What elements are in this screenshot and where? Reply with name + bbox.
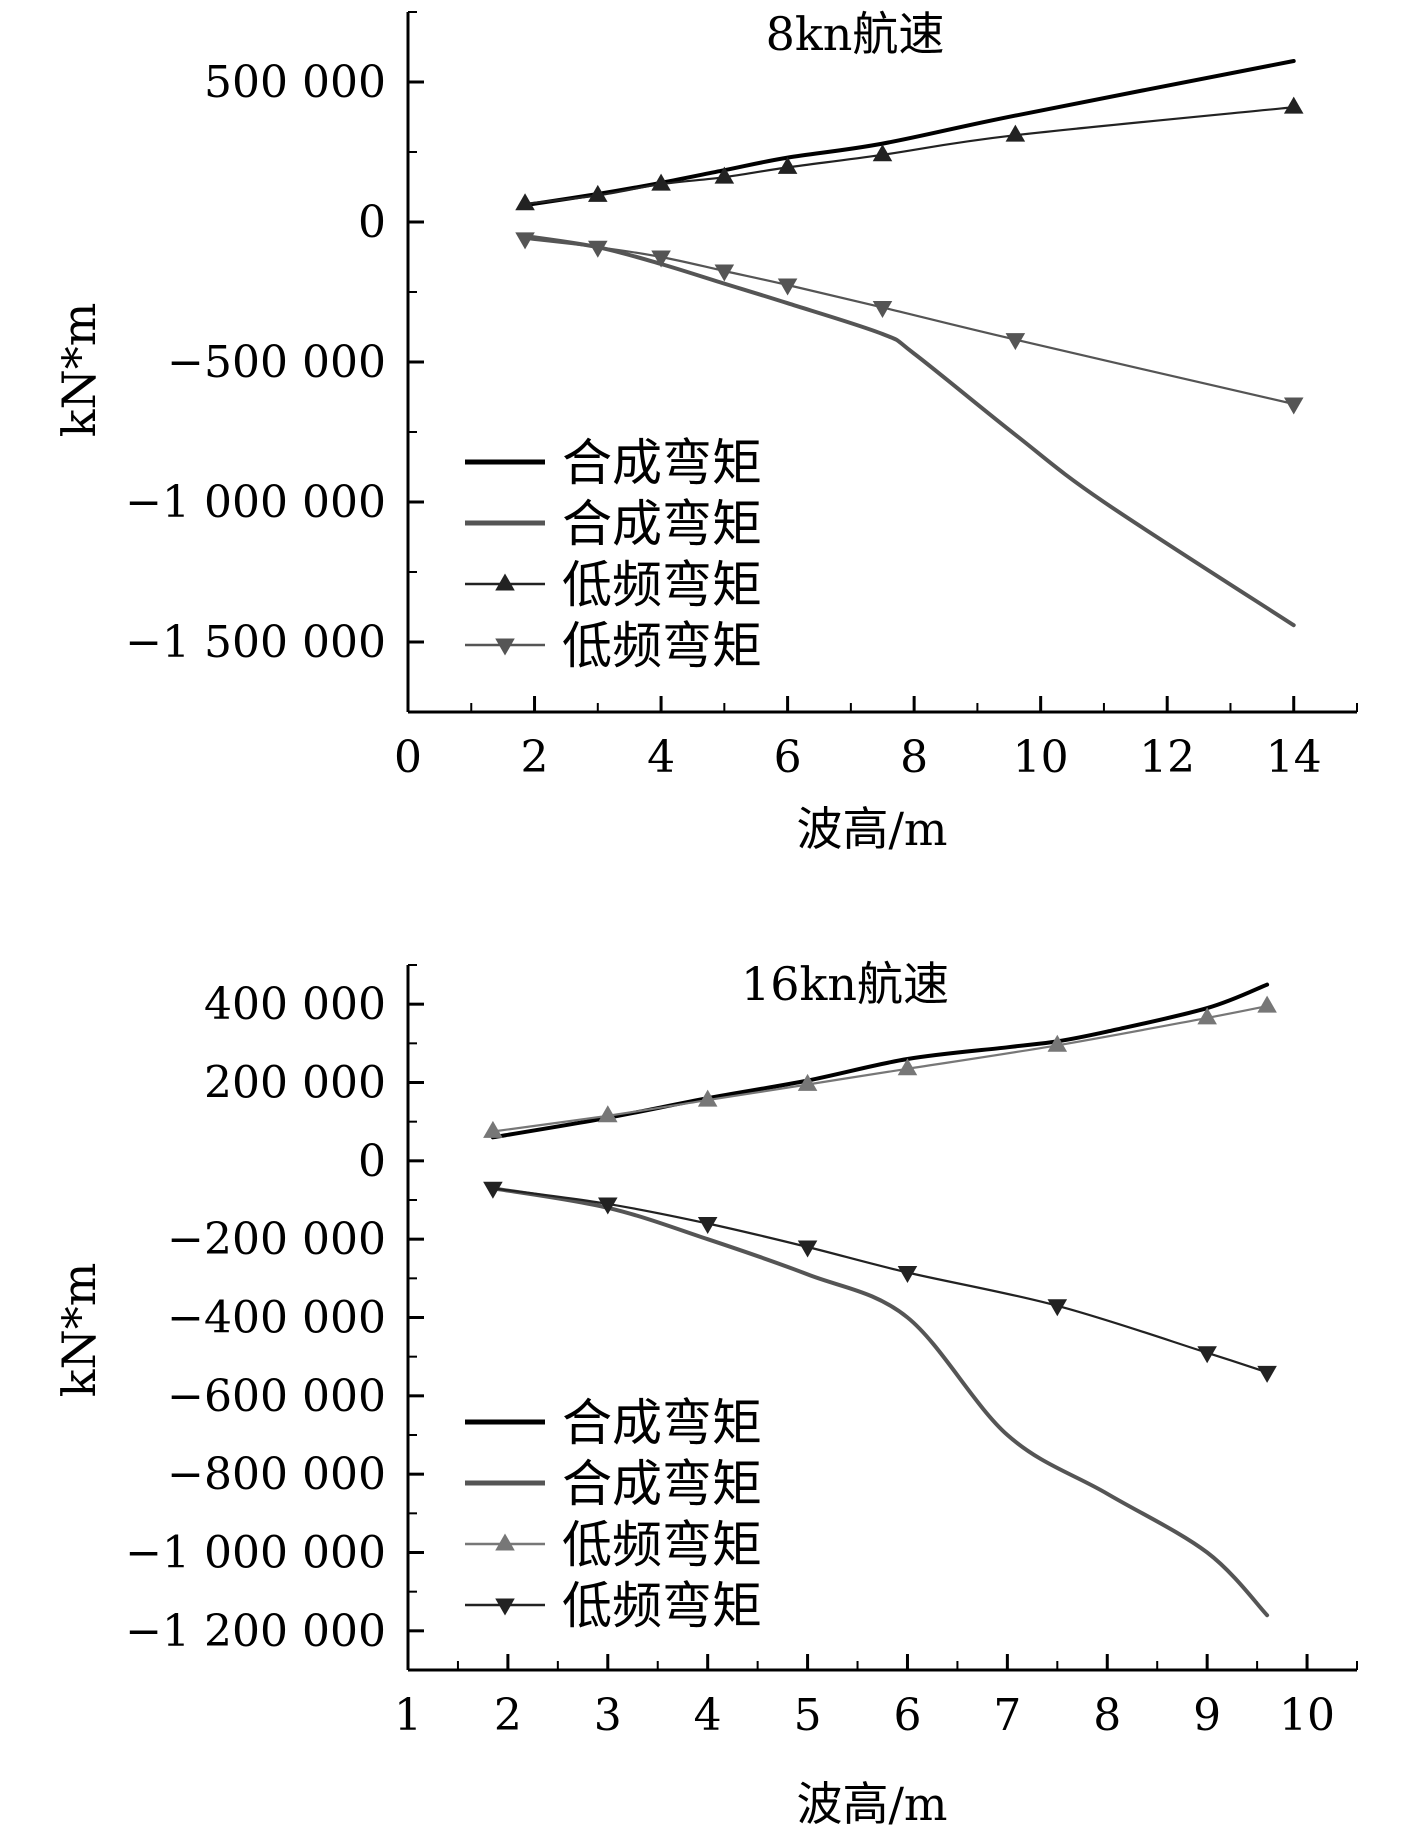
legend-label: 低频弯矩 bbox=[562, 556, 762, 614]
data-point bbox=[1047, 1299, 1068, 1317]
data-point bbox=[714, 166, 735, 184]
data-point bbox=[872, 300, 893, 318]
legend-marker bbox=[495, 1598, 515, 1616]
data-point bbox=[797, 1240, 818, 1258]
x-tick-label: 10 bbox=[1013, 732, 1069, 783]
chart-8kn: 8kn航速 波高/m kN*m 500 000 0 −500 000 −1 000 0… bbox=[52, 7, 1358, 856]
y-tick-label: 200 000 bbox=[204, 1058, 386, 1109]
y-axis-title: kN*m bbox=[52, 1263, 106, 1398]
y-tick-label: 0 bbox=[358, 1136, 386, 1187]
x-axis-title: 波高/m bbox=[796, 1777, 947, 1831]
data-point bbox=[897, 1265, 918, 1283]
x-tick-label: 0 bbox=[394, 732, 422, 783]
y-tick-label: −1 000 000 bbox=[125, 1528, 386, 1579]
data-point bbox=[872, 144, 893, 162]
x-tick-label: 6 bbox=[774, 732, 802, 783]
series-line-3 bbox=[523, 106, 1295, 205]
data-point bbox=[588, 240, 608, 258]
data-point bbox=[1005, 124, 1026, 142]
chart-title: 16kn航速 bbox=[741, 957, 949, 1011]
data-point bbox=[1257, 995, 1277, 1013]
data-point bbox=[651, 250, 671, 268]
y-axis-title: kN*m bbox=[52, 303, 106, 438]
data-point bbox=[1257, 1365, 1277, 1383]
legend-marker bbox=[495, 638, 515, 656]
x-tick-label: 2 bbox=[494, 1690, 522, 1741]
x-tick-label: 7 bbox=[993, 1690, 1021, 1741]
y-tick-label: −800 000 bbox=[167, 1449, 386, 1500]
data-point bbox=[1283, 96, 1304, 114]
x-tick-label: 1 bbox=[394, 1690, 422, 1741]
data-point bbox=[697, 1089, 718, 1107]
data-point bbox=[777, 278, 798, 296]
data-point bbox=[1005, 333, 1026, 351]
x-tick-label: 8 bbox=[900, 732, 928, 783]
x-tick-label: 4 bbox=[647, 732, 675, 783]
data-point bbox=[598, 1105, 618, 1123]
y-tick-label: −200 000 bbox=[167, 1214, 386, 1265]
x-tick-label: 5 bbox=[794, 1690, 822, 1741]
data-point bbox=[651, 173, 671, 191]
data-point bbox=[483, 1181, 503, 1199]
x-tick-label: 2 bbox=[521, 732, 549, 783]
y-tick-label: −1 500 000 bbox=[125, 617, 386, 668]
y-tick-label: −600 000 bbox=[167, 1371, 386, 1422]
x-tick-label: 4 bbox=[694, 1690, 722, 1741]
x-tick-label: 3 bbox=[594, 1690, 622, 1741]
legend-label: 合成弯矩 bbox=[562, 1394, 762, 1452]
y-tick-label: −500 000 bbox=[167, 337, 386, 388]
chart-title: 8kn航速 bbox=[766, 7, 945, 61]
y-tick-label: −1 000 000 bbox=[125, 477, 386, 528]
series-line-2 bbox=[490, 1186, 1270, 1618]
legend-label: 合成弯矩 bbox=[562, 495, 762, 553]
data-point bbox=[1047, 1034, 1068, 1052]
x-tick-label: 10 bbox=[1279, 1690, 1335, 1741]
x-tick-label: 8 bbox=[1093, 1690, 1121, 1741]
data-point bbox=[1197, 1346, 1217, 1364]
legend-label: 合成弯矩 bbox=[562, 434, 762, 492]
legend-label: 低频弯矩 bbox=[562, 617, 762, 675]
data-point bbox=[714, 264, 735, 282]
series-line-4 bbox=[523, 237, 1295, 406]
chart-16kn: 16kn航速 波高/m kN*m 400 000 200 000 0 −200 000… bbox=[52, 957, 1358, 1831]
series-line-4 bbox=[491, 1187, 1269, 1374]
x-tick-label: 12 bbox=[1139, 732, 1195, 783]
y-tick-label: −1 200 000 bbox=[125, 1606, 386, 1657]
data-point bbox=[515, 232, 535, 250]
data-point bbox=[1283, 397, 1304, 415]
y-tick-label: 0 bbox=[358, 197, 386, 248]
legend-marker bbox=[495, 573, 515, 591]
data-point bbox=[697, 1217, 718, 1235]
series-line-1 bbox=[523, 59, 1296, 208]
data-point bbox=[588, 184, 608, 202]
y-tick-label: 500 000 bbox=[204, 57, 386, 108]
y-tick-label: 400 000 bbox=[204, 979, 386, 1030]
x-tick-label: 9 bbox=[1193, 1690, 1221, 1741]
legend-label: 低频弯矩 bbox=[562, 1516, 762, 1574]
data-point bbox=[777, 156, 798, 174]
data-point bbox=[797, 1073, 818, 1091]
data-point bbox=[897, 1058, 918, 1076]
y-tick-label: −400 000 bbox=[167, 1293, 386, 1344]
data-point bbox=[598, 1197, 618, 1215]
legend-marker bbox=[495, 1533, 515, 1551]
data-point bbox=[515, 193, 535, 211]
legend-label: 低频弯矩 bbox=[562, 1577, 762, 1635]
legend-label: 合成弯矩 bbox=[562, 1455, 762, 1513]
x-tick-label: 14 bbox=[1266, 732, 1322, 783]
series-line-3 bbox=[491, 1005, 1269, 1133]
series-line-2 bbox=[523, 234, 1296, 628]
x-axis-title: 波高/m bbox=[796, 802, 947, 856]
x-tick-label: 6 bbox=[893, 1690, 921, 1741]
data-point bbox=[483, 1120, 503, 1138]
data-point bbox=[1197, 1007, 1217, 1025]
